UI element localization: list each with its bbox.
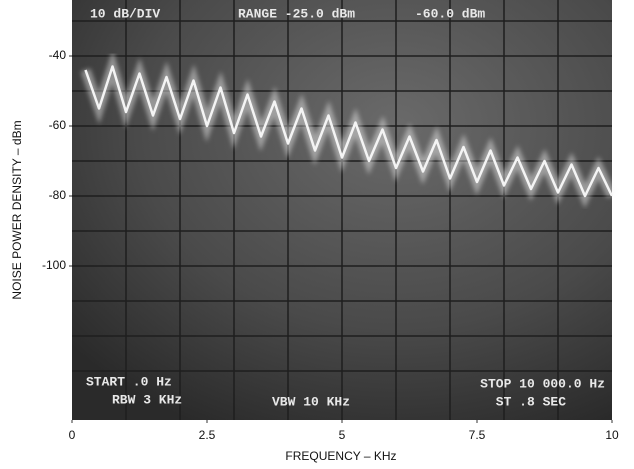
x-tick-label: 2.5 <box>199 428 216 442</box>
x-tick-label: 0 <box>69 428 76 442</box>
screen-annotation: ST .8 SEC <box>496 394 566 409</box>
screen-annotation: -60.0 dBm <box>415 6 485 21</box>
screen-annotation: VBW 10 KHz <box>272 394 350 409</box>
screen-annotation: STOP 10 000.0 Hz <box>480 376 605 391</box>
x-tick-label: 5 <box>339 428 346 442</box>
y-tick-label: -40 <box>49 48 67 62</box>
x-axis-label: FREQUENCY – KHz <box>285 449 396 463</box>
x-tick-label: 7.5 <box>469 428 486 442</box>
x-tick-label: 10 <box>605 428 619 442</box>
screen-annotation: RANGE -25.0 dBm <box>238 6 355 21</box>
screen-annotation: RBW 3 KHz <box>112 392 182 407</box>
y-axis-label: NOISE POWER DENSITY – dBm <box>10 120 24 299</box>
y-tick-label: -60 <box>49 118 67 132</box>
y-tick-label: -100 <box>42 258 66 272</box>
graticule <box>72 0 612 420</box>
screen-annotation: START .0 Hz <box>86 374 172 389</box>
y-tick-label: -80 <box>49 188 67 202</box>
trace <box>84 65 614 198</box>
screen-annotation: 10 dB/DIV <box>90 6 160 21</box>
